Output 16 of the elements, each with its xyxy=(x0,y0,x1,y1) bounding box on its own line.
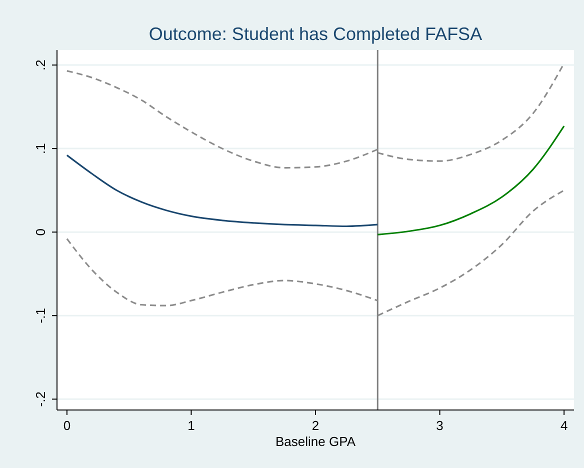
y-tick-label: .1 xyxy=(33,143,48,154)
x-tick-label: 4 xyxy=(560,418,568,433)
x-tick-label: 3 xyxy=(436,418,444,433)
y-tick-label: 0 xyxy=(33,228,48,236)
x-tick-label: 2 xyxy=(312,418,320,433)
line-series xyxy=(376,125,565,236)
chart-title: Outcome: Student has Completed FAFSA xyxy=(148,24,482,44)
x-axis-title: Baseline GPA xyxy=(276,434,356,449)
y-tick-label: -.2 xyxy=(33,392,48,407)
x-tick-label: 1 xyxy=(188,418,195,433)
x-tick-label: 0 xyxy=(63,418,71,433)
line-series xyxy=(66,238,378,306)
y-tick-label: .2 xyxy=(33,60,48,70)
line-series xyxy=(66,154,378,228)
line-series xyxy=(376,190,565,316)
y-tick-label: -.1 xyxy=(33,308,48,324)
